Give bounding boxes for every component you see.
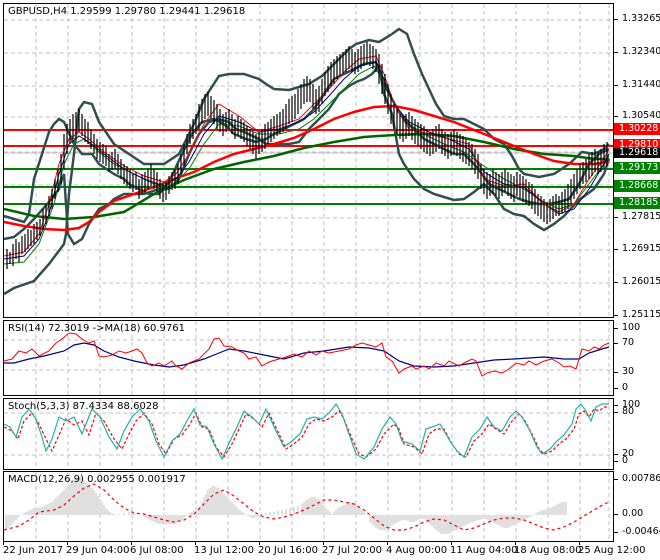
main-price-chart[interactable]: GBPUSD,H4 1.29599 1.29780 1.29441 1.2961… bbox=[3, 3, 614, 318]
time-tick: 25 Aug 12:00 bbox=[578, 545, 646, 556]
rsi-tick: 0 bbox=[613, 382, 629, 393]
price-tick: 1.25115 bbox=[613, 309, 660, 320]
price-tick: 1.32340 bbox=[613, 46, 660, 57]
current-price-tag: 1.29618 bbox=[614, 148, 660, 158]
stoch-tick: 80 bbox=[613, 406, 635, 417]
time-tick: 11 Aug 04:00 bbox=[450, 545, 518, 556]
price-tick: 1.27815 bbox=[613, 211, 660, 222]
macd-tick: 0.007868 bbox=[613, 473, 660, 484]
stoch-main-line bbox=[4, 402, 609, 461]
time-axis-line bbox=[3, 541, 613, 542]
rsi-ma-line bbox=[4, 342, 610, 368]
stoch-tick: 0 bbox=[613, 455, 629, 466]
macd-panel[interactable]: MACD(12,26,9) 0.002955 0.001917 bbox=[3, 471, 614, 542]
rsi-line bbox=[4, 332, 610, 377]
chart-title: GBPUSD,H4 1.29599 1.29780 1.29441 1.2961… bbox=[8, 6, 246, 17]
macd-canvas bbox=[4, 472, 610, 541]
time-tick: 29 Jun 04:00 bbox=[66, 545, 130, 556]
time-tick: 4 Aug 00:00 bbox=[386, 545, 448, 556]
macd-tick: -0.004647 bbox=[614, 526, 660, 537]
time-tick: 22 Jun 2017 bbox=[3, 545, 64, 556]
price-tick: 1.33265 bbox=[613, 13, 660, 24]
price-tick: 1.26915 bbox=[613, 243, 660, 254]
rsi-title: RSI(14) 72.3019 ->MA(18) 60.9761 bbox=[8, 323, 185, 334]
macd-histogram bbox=[5, 477, 567, 534]
rsi-panel[interactable]: RSI(14) 72.3019 ->MA(18) 60.9761 bbox=[3, 320, 614, 396]
time-tick: 6 Jul 08:00 bbox=[130, 545, 184, 556]
slow-ma-red bbox=[4, 104, 610, 232]
stoch-title: Stoch(5,3,3) 87.4334 88.6028 bbox=[8, 401, 159, 412]
time-axis: 22 Jun 2017 29 Jun 04:00 6 Jul 08:00 13 … bbox=[3, 541, 645, 560]
macd-title: MACD(12,26,9) 0.002955 0.001917 bbox=[8, 474, 186, 485]
macd-signal-line bbox=[4, 483, 610, 531]
rsi-tick: 30 bbox=[613, 366, 635, 377]
rsi-tick: 100 bbox=[613, 322, 641, 333]
time-tick: 20 Jul 16:00 bbox=[258, 545, 318, 556]
rsi-canvas bbox=[4, 321, 613, 395]
stochastic-panel[interactable]: Stoch(5,3,3) 87.4334 88.6028 bbox=[3, 398, 614, 470]
support-tag-3: 1.28185 bbox=[614, 197, 660, 209]
price-axis: 1.33265 1.32340 1.31440 1.30540 1.27815 … bbox=[613, 0, 660, 320]
time-tick: 13 Jul 12:00 bbox=[194, 545, 254, 556]
resistance-tag-1: 1.30228 bbox=[614, 123, 660, 135]
price-tick: 1.30540 bbox=[613, 110, 660, 121]
macd-tick: 0.00 bbox=[613, 508, 644, 519]
stoch-canvas bbox=[4, 399, 613, 469]
time-tick: 27 Jul 20:00 bbox=[322, 545, 382, 556]
price-tick: 1.31440 bbox=[613, 79, 660, 90]
time-tick: 18 Aug 08:00 bbox=[514, 545, 582, 556]
stoch-tick: 100 bbox=[613, 399, 641, 410]
support-tag-2: 1.28668 bbox=[614, 180, 660, 192]
stoch-signal-line bbox=[4, 406, 609, 459]
rsi-tick: 70 bbox=[613, 337, 635, 348]
price-tick: 1.26015 bbox=[613, 276, 660, 287]
support-tag-1: 1.29173 bbox=[614, 162, 660, 174]
stoch-tick: 20 bbox=[613, 448, 635, 459]
price-chart-canvas bbox=[4, 4, 613, 317]
price-bars bbox=[6, 42, 608, 269]
